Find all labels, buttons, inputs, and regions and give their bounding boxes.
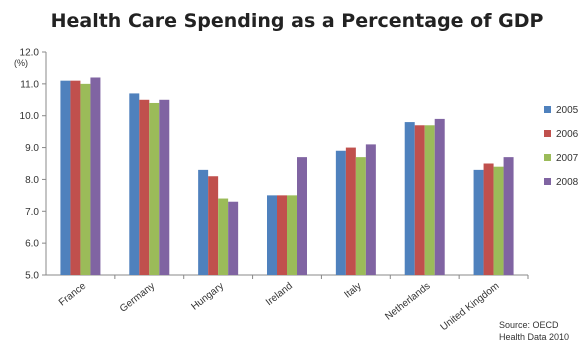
bar-2007 — [80, 83, 91, 275]
bar-2006 — [483, 163, 494, 275]
bar-2005 — [404, 122, 415, 275]
bar-2008 — [90, 77, 101, 275]
y-unit-label: (%) — [14, 58, 28, 68]
y-tick-label: 5.0 — [25, 271, 39, 282]
x-category-label: Ireland — [264, 281, 295, 308]
x-category-label: Germany — [118, 281, 157, 315]
bar-2006 — [70, 80, 81, 276]
bar-2008 — [228, 201, 239, 275]
legend: 2005 2006 2007 2008 — [544, 105, 579, 188]
legend-label-2007: 2007 — [556, 153, 579, 164]
bar-2006 — [345, 147, 356, 275]
source-line-1: Source: OECD — [499, 320, 559, 330]
x-category-label: Hungary — [189, 281, 226, 313]
x-category-label: France — [57, 280, 89, 308]
legend-swatch-2007 — [544, 154, 551, 161]
x-category-label: Netherlands — [383, 281, 432, 323]
bar-2005 — [198, 169, 209, 275]
y-tick-label: 11.0 — [20, 79, 39, 90]
bar-2007 — [493, 166, 504, 275]
bar-2007 — [218, 198, 229, 275]
bar-2007 — [149, 102, 160, 275]
bar-2008 — [434, 118, 445, 276]
source-line-2: Health Data 2010 — [499, 332, 569, 342]
x-category-label: United Kingdom — [439, 281, 502, 333]
bar-2006 — [208, 176, 219, 275]
y-tick-label: 7.0 — [25, 207, 39, 218]
bar-2008 — [297, 157, 307, 275]
bar-2007 — [355, 157, 366, 275]
x-category-label: Italy — [342, 281, 363, 301]
bars — [60, 77, 514, 276]
legend-swatch-2005 — [544, 106, 551, 113]
bar-2007 — [287, 195, 297, 275]
bar-2006 — [139, 99, 150, 276]
bar-2008 — [159, 99, 170, 276]
bar-2008 — [503, 157, 514, 275]
bar-2005 — [335, 150, 346, 275]
legend-swatch-2006 — [544, 130, 551, 137]
legend-swatch-2008 — [544, 178, 551, 185]
bar-2005 — [60, 80, 71, 276]
y-tick-label: 9.0 — [25, 143, 39, 154]
bar-2005 — [473, 169, 484, 275]
legend-label-2006: 2006 — [556, 129, 579, 140]
bar-2007 — [424, 125, 435, 276]
bar-2006 — [414, 125, 425, 276]
y-tick-label: 10.0 — [20, 111, 40, 122]
bar-2005 — [129, 93, 140, 276]
chart-title: Health Care Spending as a Percentage of … — [51, 10, 544, 32]
y-tick-label: 6.0 — [25, 239, 39, 250]
legend-label-2005: 2005 — [556, 105, 579, 116]
bar-2006 — [277, 195, 287, 275]
bar-2008 — [365, 144, 376, 275]
bar-2005 — [267, 195, 277, 275]
legend-label-2008: 2008 — [556, 177, 579, 188]
y-tick-label: 8.0 — [25, 175, 39, 186]
y-tick-label: 12.0 — [20, 48, 40, 59]
